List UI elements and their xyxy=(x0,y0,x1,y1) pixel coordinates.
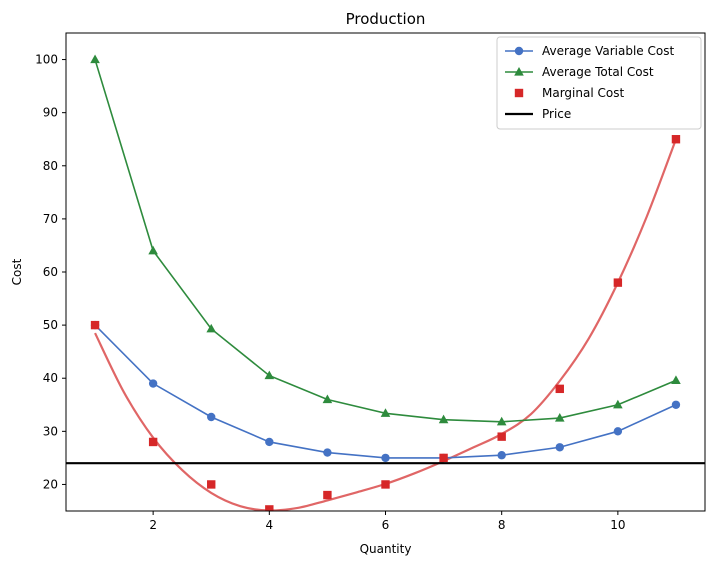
marginal-cost-point xyxy=(381,480,390,489)
average-total-cost-point xyxy=(206,323,217,333)
marginal-cost-point xyxy=(555,384,564,394)
average-variable-cost-point xyxy=(613,427,623,436)
axis-ticks: 2 4 6 8 10 20 30 40 50 60 70 80 90 100 xyxy=(35,53,625,532)
marginal-cost-point xyxy=(207,480,216,489)
y-tick-label: 50 xyxy=(43,318,58,332)
marginal-cost-point xyxy=(90,320,100,330)
average-variable-cost-point xyxy=(671,400,681,409)
legend-label-price: Price xyxy=(542,107,571,121)
y-axis-label: Cost xyxy=(10,258,24,285)
y-tick-label: 90 xyxy=(43,106,58,120)
legend-label-average-total-cost: Average Total Cost xyxy=(542,65,654,79)
average-total-cost-point xyxy=(90,54,100,64)
average-total-cost-point xyxy=(438,414,449,424)
marginal-cost-point xyxy=(613,278,623,287)
x-tick-label: 8 xyxy=(498,518,506,532)
average-total-cost-point xyxy=(496,416,507,426)
average-total-cost-point xyxy=(264,370,275,380)
marginal-cost-point xyxy=(323,490,332,500)
x-tick-label: 2 xyxy=(149,518,157,532)
x-tick-label: 4 xyxy=(265,518,273,532)
average-variable-cost-point xyxy=(148,379,158,388)
average-variable-cost-point xyxy=(323,448,332,457)
legend-label-marginal-cost: Marginal Cost xyxy=(542,86,624,100)
y-tick-label: 100 xyxy=(35,53,58,67)
x-axis-label: Quantity xyxy=(360,542,412,556)
marginal-cost-point xyxy=(497,432,506,441)
y-tick-label: 20 xyxy=(43,477,58,491)
marginal-cost-point xyxy=(671,135,681,144)
plot-content xyxy=(66,54,705,511)
marginal-cost-point xyxy=(265,505,274,511)
average-total-cost-point xyxy=(148,245,158,255)
average-variable-cost-point xyxy=(497,451,506,460)
average-variable-cost-point xyxy=(265,437,274,447)
average-variable-cost-point xyxy=(555,443,564,452)
average-total-cost-point xyxy=(671,375,681,384)
y-tick-label: 70 xyxy=(43,212,58,226)
average-total-cost-point xyxy=(380,408,391,417)
marginal-cost-point xyxy=(439,453,448,463)
average-variable-cost-point xyxy=(207,412,216,422)
legend-marker-average-total-cost xyxy=(514,67,524,76)
average-variable-cost-point xyxy=(381,453,390,463)
average-total-cost-point xyxy=(322,394,333,404)
y-tick-label: 40 xyxy=(43,371,58,385)
y-tick-label: 30 xyxy=(43,424,58,438)
y-tick-label: 80 xyxy=(43,159,58,173)
chart-title: Production xyxy=(346,10,426,28)
legend: Average Variable Cost Average Total Cost M… xyxy=(496,36,702,130)
legend-label-average-variable-cost: Average Variable Cost xyxy=(542,44,674,58)
plot-frame xyxy=(65,32,706,512)
x-tick-label: 10 xyxy=(610,518,625,532)
average-total-cost-point xyxy=(554,413,565,422)
average-total-cost-point xyxy=(613,399,623,409)
legend-box xyxy=(496,36,702,130)
legend-marker-marginal-cost xyxy=(514,88,524,98)
legend-marker-average-variable-cost xyxy=(514,46,524,56)
average-variable-cost-line xyxy=(94,324,677,459)
x-tick-label: 6 xyxy=(382,518,390,532)
y-tick-label: 60 xyxy=(43,265,58,279)
marginal-cost-point xyxy=(148,437,158,447)
